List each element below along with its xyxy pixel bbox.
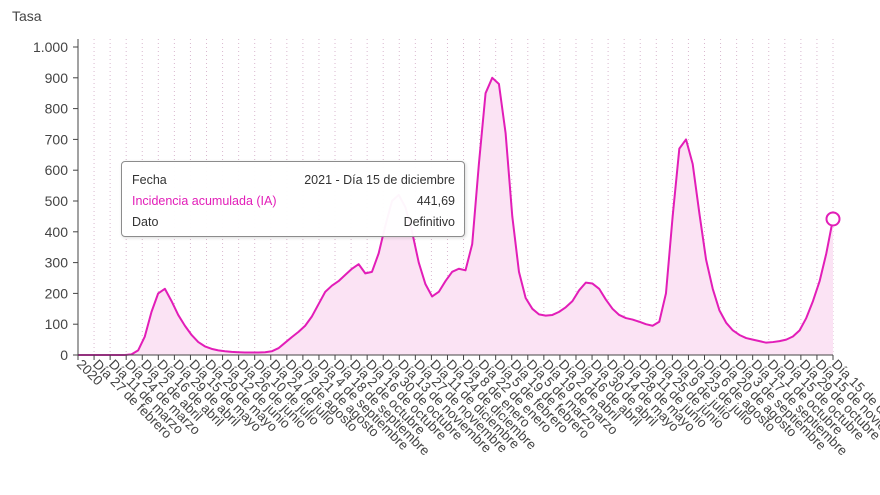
y-tick-label: 1.000 — [33, 39, 68, 55]
tooltip-ia-label: Incidencia acumulada (IA) — [132, 194, 277, 208]
plot-area — [78, 76, 834, 356]
tooltip-dato-value: Definitivo — [403, 215, 455, 229]
y-tick-label: 300 — [45, 255, 69, 271]
tooltip-row-dato: Dato Definitivo — [132, 212, 455, 233]
y-tick-label: 200 — [45, 285, 69, 301]
axes — [77, 39, 833, 356]
series-area — [78, 77, 833, 356]
tooltip-row-fecha: Fecha 2021 - Día 15 de diciembre — [132, 170, 455, 191]
y-axis-ticks: 0 100 200 300 400 500 600 700 800 900 1.000 — [33, 39, 78, 363]
hover-marker — [825, 211, 841, 227]
series-line — [78, 76, 834, 356]
y-tick-label: 500 — [45, 193, 69, 209]
y-tick-label: 800 — [45, 101, 69, 117]
data-tooltip: Fecha 2021 - Día 15 de diciembre Inciden… — [121, 161, 465, 237]
y-tick-label: 700 — [45, 131, 69, 147]
y-axis-title: Tasa — [12, 8, 42, 24]
y-tick-label: 900 — [45, 70, 69, 86]
tooltip-fecha-label: Fecha — [132, 173, 167, 187]
y-tick-label: 600 — [45, 162, 69, 178]
grid-lines — [77, 39, 834, 355]
tooltip-dato-label: Dato — [132, 215, 159, 229]
tooltip-ia-value: 441,69 — [416, 194, 455, 208]
tooltip-fecha-value: 2021 - Día 15 de diciembre — [304, 173, 455, 187]
y-tick-label: 0 — [60, 347, 68, 363]
y-tick-label: 400 — [45, 224, 69, 240]
y-tick-label: 100 — [45, 316, 69, 332]
hover-marker-layer — [825, 211, 841, 227]
tooltip-row-ia: Incidencia acumulada (IA) 441,69 — [132, 191, 455, 212]
